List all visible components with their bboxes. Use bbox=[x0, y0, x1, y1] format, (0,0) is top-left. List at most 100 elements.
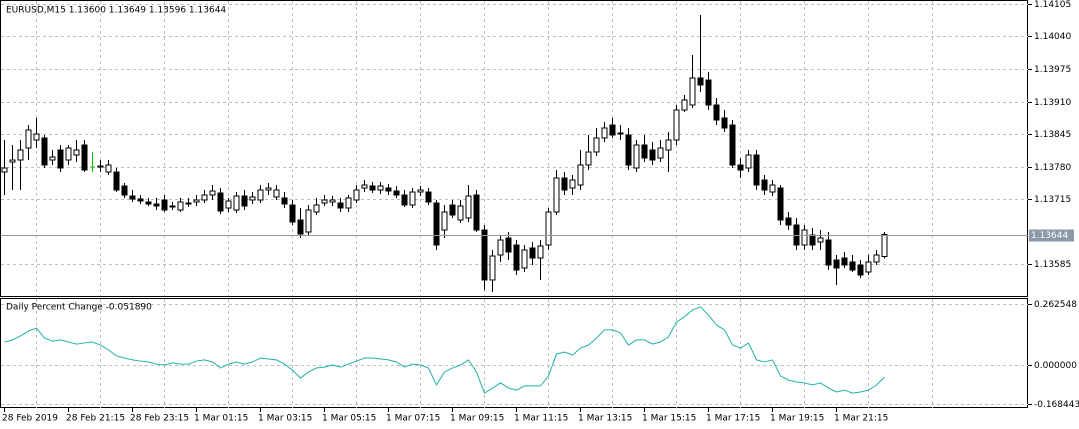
candle-body bbox=[593, 137, 600, 153]
candle-body bbox=[105, 164, 112, 173]
candle-body bbox=[201, 194, 208, 201]
candle-body bbox=[177, 201, 184, 211]
candle-body bbox=[601, 127, 608, 139]
x-tick-label: 1 Mar 19:15 bbox=[770, 414, 824, 424]
candle-body bbox=[281, 197, 288, 205]
candle-body bbox=[737, 164, 744, 171]
x-tick-label: 1 Mar 17:15 bbox=[706, 414, 760, 424]
candle-body bbox=[753, 154, 760, 186]
candle-body bbox=[1, 167, 8, 173]
candle-body bbox=[777, 187, 784, 221]
candle-body bbox=[505, 237, 512, 253]
candle-body bbox=[305, 209, 312, 233]
candle-body bbox=[337, 202, 344, 209]
candle-body bbox=[761, 179, 768, 191]
candle-body bbox=[169, 205, 176, 208]
candle-body bbox=[713, 104, 720, 121]
candle-body bbox=[473, 194, 480, 231]
y-tick-label: 1.14040 bbox=[1034, 32, 1071, 42]
candle-body bbox=[49, 156, 56, 161]
candle-body bbox=[265, 187, 272, 191]
candle-body bbox=[57, 149, 64, 169]
y-tick-label: 0.262548 bbox=[1034, 300, 1077, 310]
candle-body bbox=[513, 244, 520, 271]
candle-body bbox=[353, 189, 360, 201]
candle-body bbox=[785, 217, 792, 226]
candle-body bbox=[425, 191, 432, 203]
indicator-title: Daily Percent Change -0.051890 bbox=[6, 303, 152, 313]
y-tick-label: 1.13585 bbox=[1034, 260, 1071, 270]
candle-body bbox=[673, 109, 680, 141]
y-tick-label: 1.14105 bbox=[1034, 0, 1071, 10]
y-tick-label: 1.13780 bbox=[1034, 163, 1071, 173]
candle-body bbox=[289, 204, 296, 223]
x-tick-label: 1 Mar 21:15 bbox=[834, 414, 888, 424]
candle-body bbox=[145, 201, 152, 205]
candle-body bbox=[449, 204, 456, 216]
x-tick-label: 1 Mar 05:15 bbox=[322, 414, 376, 424]
candle-body bbox=[865, 261, 872, 273]
candle-body bbox=[377, 185, 384, 191]
candle-body bbox=[385, 187, 392, 192]
candle-body bbox=[489, 255, 496, 281]
candle-body bbox=[809, 234, 816, 246]
x-tick-label: 28 Feb 2019 bbox=[2, 414, 58, 424]
candle-body bbox=[241, 195, 248, 207]
y-tick-label: 1.13845 bbox=[1034, 130, 1071, 140]
candle-body bbox=[161, 199, 168, 211]
candle-body bbox=[73, 149, 80, 156]
x-tick-label: 28 Feb 23:15 bbox=[130, 414, 189, 424]
candle-body bbox=[441, 211, 448, 231]
candle-body bbox=[345, 197, 352, 209]
candle-body bbox=[689, 77, 696, 106]
candle-body bbox=[481, 229, 488, 281]
candle-body bbox=[561, 177, 568, 191]
candle-body bbox=[401, 194, 408, 206]
candle-body bbox=[409, 191, 416, 206]
candle-body bbox=[185, 202, 192, 205]
y-tick-label: 1.13975 bbox=[1034, 65, 1071, 75]
candle-body bbox=[249, 196, 256, 201]
candle-body bbox=[137, 198, 144, 202]
candle-body bbox=[721, 117, 728, 129]
candle-body bbox=[121, 185, 128, 196]
candle-body bbox=[833, 259, 840, 269]
candle-body bbox=[521, 249, 528, 269]
candle-body bbox=[881, 234, 888, 257]
candle-body bbox=[361, 184, 368, 189]
chart-title: EURUSD,M15 1.13600 1.13649 1.13596 1.136… bbox=[6, 6, 226, 16]
candle-body bbox=[25, 129, 32, 149]
candle-body bbox=[433, 202, 440, 246]
indicator-panel-frame bbox=[0, 298, 1028, 408]
candle-body bbox=[193, 199, 200, 203]
candle-body bbox=[97, 165, 104, 168]
candle-body bbox=[553, 177, 560, 213]
candle-body bbox=[33, 133, 40, 141]
candle-body bbox=[257, 189, 264, 201]
last-price-box bbox=[1029, 229, 1074, 242]
candle-body bbox=[873, 254, 880, 263]
candle-body bbox=[545, 211, 552, 246]
candle-body bbox=[817, 237, 824, 243]
candle-body bbox=[113, 171, 120, 191]
candle-body bbox=[529, 247, 536, 259]
candle-body bbox=[849, 261, 856, 271]
x-tick-label: 1 Mar 03:15 bbox=[258, 414, 312, 424]
candle-body bbox=[369, 185, 376, 191]
candle-body bbox=[329, 199, 336, 203]
candle-body bbox=[153, 203, 160, 207]
candle-body bbox=[585, 151, 592, 166]
last-price-label: 1.13644 bbox=[1031, 231, 1068, 241]
candle-body bbox=[769, 184, 776, 193]
candle-body bbox=[17, 149, 24, 161]
candle-body bbox=[577, 164, 584, 186]
candle-body bbox=[129, 195, 136, 200]
x-tick-label: 1 Mar 07:15 bbox=[386, 414, 440, 424]
candle-body bbox=[321, 199, 328, 204]
candle-body bbox=[465, 195, 472, 219]
candle-body bbox=[537, 245, 544, 259]
candle-body bbox=[857, 264, 864, 276]
main-panel-frame bbox=[0, 0, 1028, 297]
